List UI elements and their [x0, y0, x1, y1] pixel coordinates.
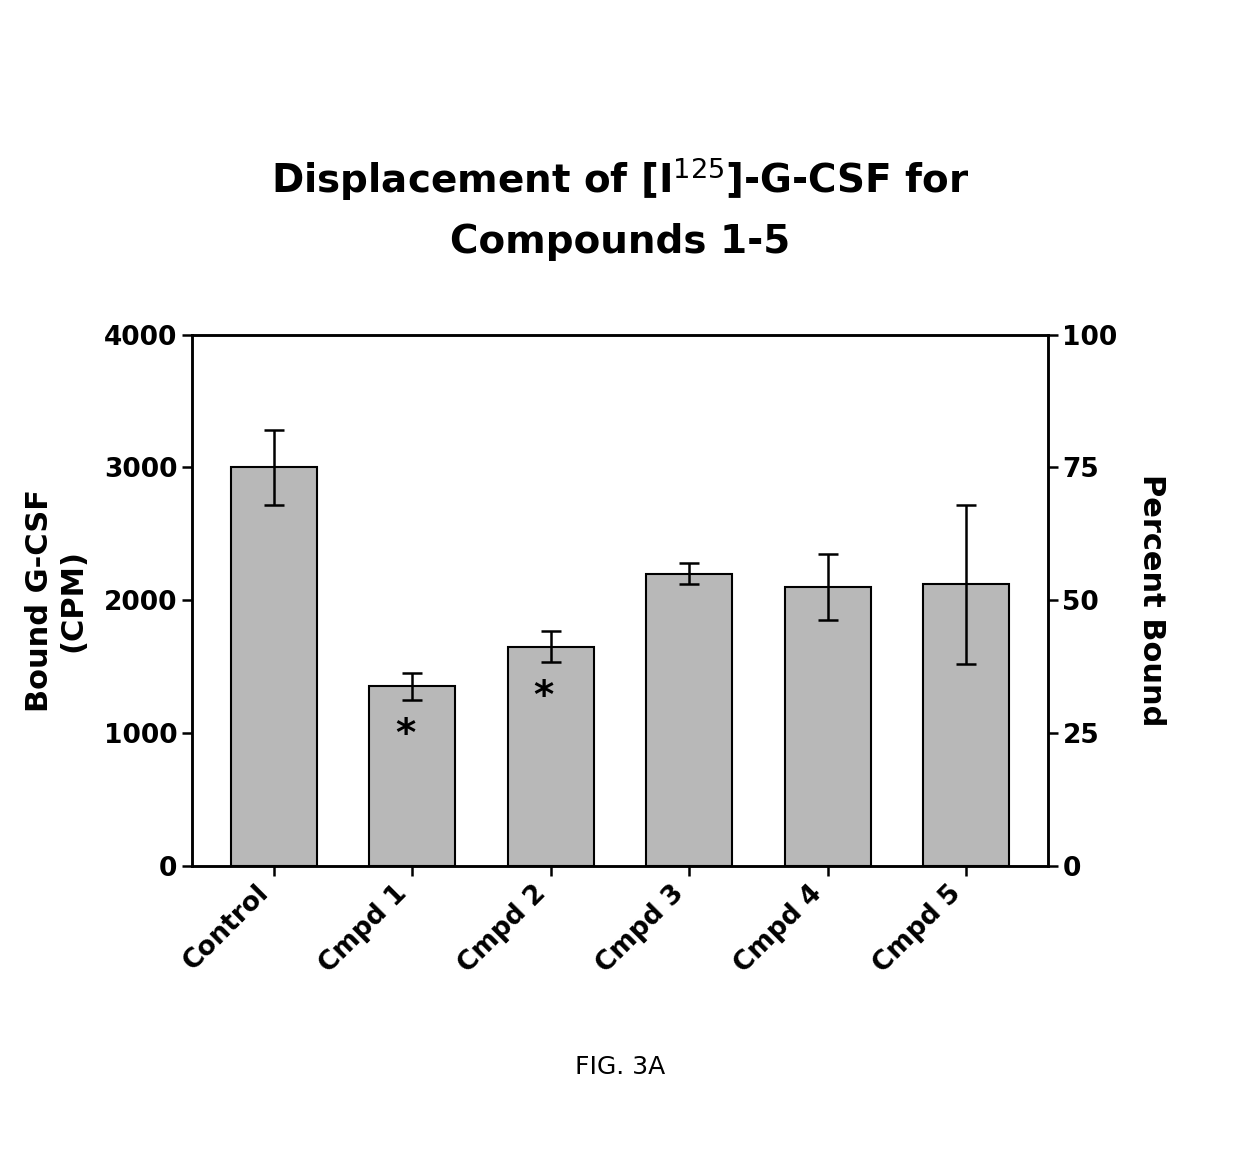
Text: FIG. 3A: FIG. 3A — [575, 1056, 665, 1079]
Bar — [646, 574, 732, 866]
Text: *: * — [396, 715, 415, 754]
Bar — [508, 646, 594, 866]
Bar — [370, 687, 455, 866]
Bar — [923, 584, 1009, 866]
Bar — [785, 586, 870, 866]
Y-axis label: Bound G-CSF
(CPM): Bound G-CSF (CPM) — [25, 488, 87, 712]
Text: *: * — [533, 679, 554, 717]
Text: Displacement of [I$^{125}$]-G-CSF for: Displacement of [I$^{125}$]-G-CSF for — [270, 155, 970, 203]
Y-axis label: Percent Bound: Percent Bound — [1137, 474, 1166, 726]
Text: Compounds 1-5: Compounds 1-5 — [450, 224, 790, 261]
Bar — [231, 467, 317, 866]
